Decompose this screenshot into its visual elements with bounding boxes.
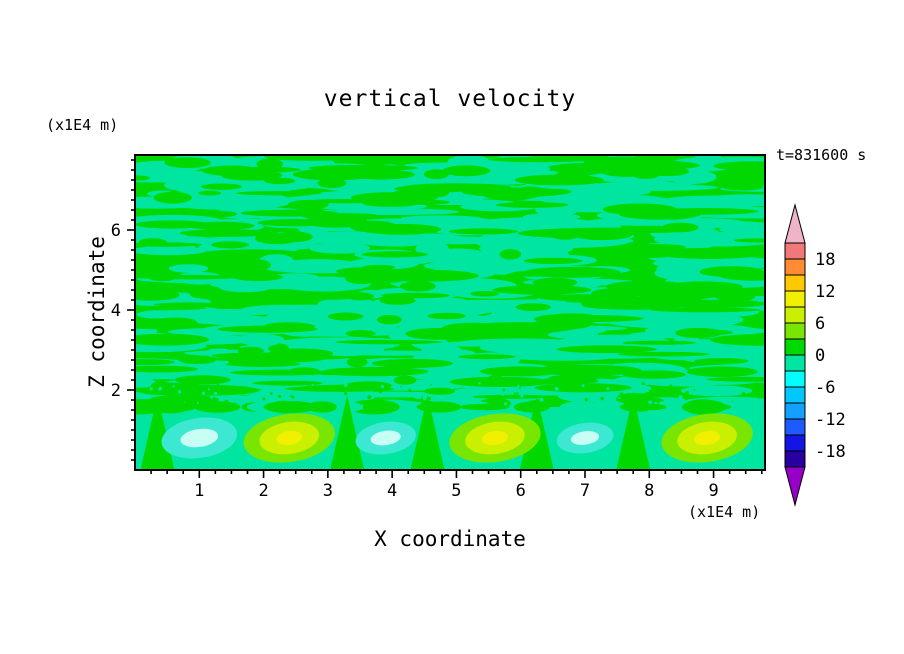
updraft-cell [276, 430, 303, 446]
y-tick-label: 2 [111, 381, 121, 401]
colorbar-label: 18 [815, 250, 835, 270]
downdraft-cell [370, 430, 401, 446]
colorbar-segment [784, 418, 806, 436]
downdraft-cell [570, 431, 600, 445]
y-axis-unit-label: (x1E4 m) [46, 116, 119, 134]
downdraft-cell [180, 428, 219, 448]
colorbar-segment [784, 274, 806, 292]
x-tick-label: 1 [194, 481, 204, 501]
colorbar-segment [784, 338, 806, 356]
y-tick-label: 6 [111, 221, 121, 241]
colorbar-label: -6 [815, 378, 835, 398]
y-axis-label: Z coordinate [85, 236, 109, 388]
axis-tick-labels: 1 2 3 4 5 6 7 8 9 2 4 6 [111, 221, 719, 501]
colorbar-segment [784, 258, 806, 276]
colorbar-over-arrow [784, 203, 806, 244]
colorbar-segment [784, 450, 806, 468]
chart-title: vertical velocity [323, 86, 577, 112]
colorbar-segment [784, 386, 806, 404]
time-label: t=831600 s [776, 146, 867, 164]
x-tick-label: 4 [387, 481, 397, 501]
colorbar-segment [784, 306, 806, 324]
y-tick-label: 4 [111, 301, 121, 321]
colorbar-segment [784, 370, 806, 388]
contour-field [135, 155, 765, 470]
colorbar-segment [784, 322, 806, 340]
colorbar-label: 12 [815, 282, 835, 302]
x-tick-label: 5 [451, 481, 461, 501]
colorbar-segment [784, 434, 806, 452]
colorbar-segment [784, 242, 806, 260]
colorbar-segment [784, 354, 806, 372]
x-tick-label: 3 [323, 481, 333, 501]
colorbar-label: -18 [815, 442, 846, 462]
colorbar-under-arrow [784, 466, 806, 507]
x-tick-label: 7 [580, 481, 590, 501]
x-tick-label: 6 [516, 481, 526, 501]
colorbar-label: 0 [815, 346, 825, 366]
updraft-cell [482, 430, 508, 446]
x-axis-label: X coordinate [374, 527, 526, 551]
plot-border [134, 154, 766, 471]
colorbar: 18 12 6 0 -6 -12 -18 [784, 203, 846, 507]
colorbar-segment [784, 402, 806, 420]
x-tick-label: 9 [708, 481, 718, 501]
updraft-cell [694, 430, 721, 446]
x-tick-label: 2 [258, 481, 268, 501]
colorbar-segment [784, 290, 806, 308]
colorbar-label: -12 [815, 410, 846, 430]
x-axis-unit-label: (x1E4 m) [688, 503, 761, 521]
axis-ticks [127, 159, 763, 478]
x-tick-label: 8 [644, 481, 654, 501]
colorbar-label: 6 [815, 314, 825, 334]
